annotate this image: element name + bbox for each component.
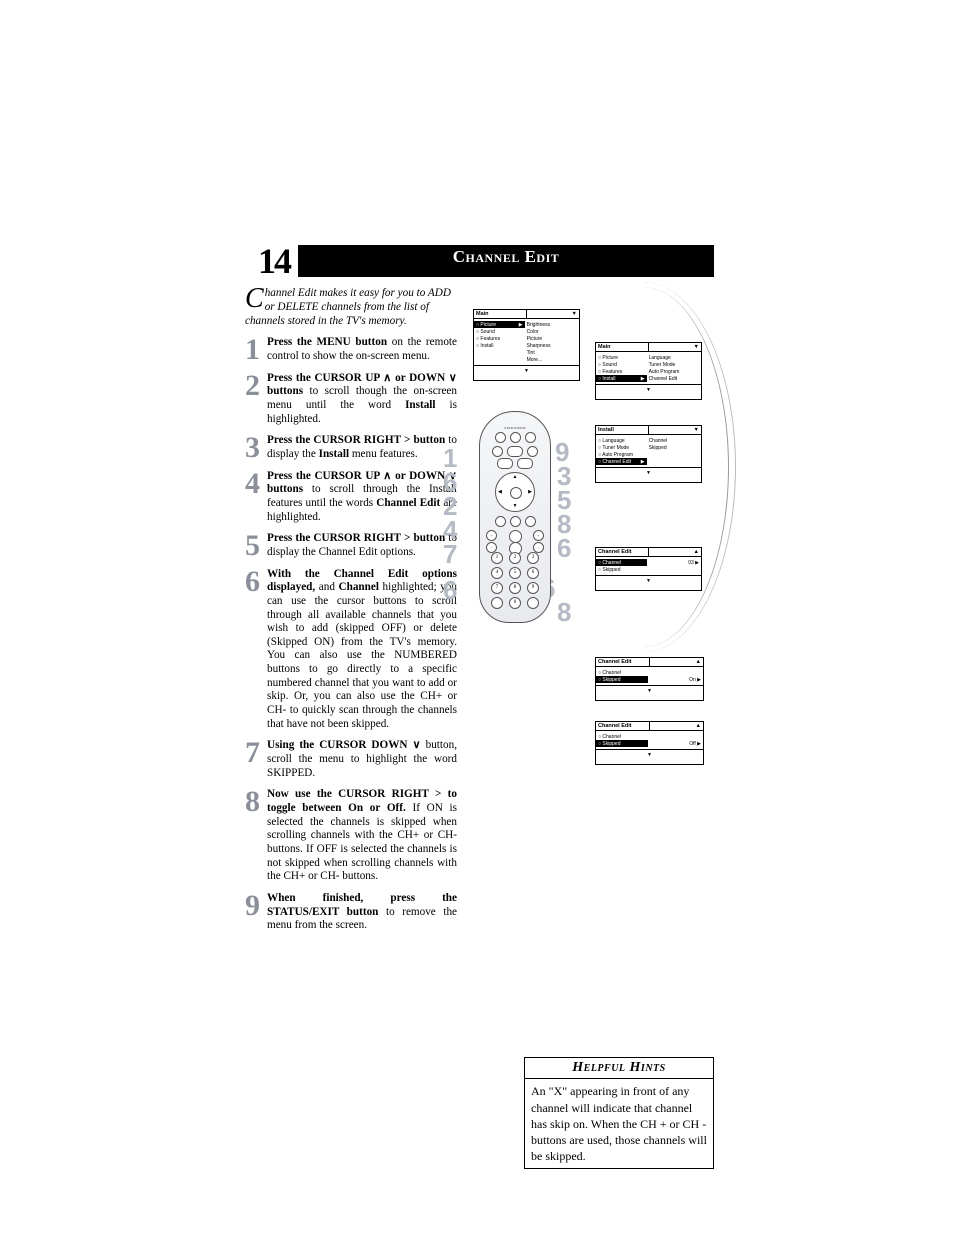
step-text: When finished, press the STATUS/EXIT but… — [267, 892, 457, 933]
intro-text: hannel Edit makes it easy for you to ADD… — [245, 287, 451, 326]
remote-numpad-btn: 2 — [509, 552, 521, 564]
step: 4 Press the CURSOR UP ∧ or DOWN ∨ button… — [245, 470, 457, 525]
remote-btn — [525, 432, 536, 443]
step-number: 2 — [245, 372, 267, 427]
remote-numpad-btn: 0 — [509, 597, 521, 609]
bg-number: 8 — [557, 599, 571, 625]
step-number: 5 — [245, 532, 267, 559]
remote-label-top: STATUS/EXIT — [480, 426, 550, 430]
remote-numpad: 123 456 7890 — [491, 552, 539, 612]
bg-number: 7 — [443, 541, 457, 567]
bg-number: 6 — [557, 535, 571, 561]
remote-numpad-btn: 9 — [527, 582, 539, 594]
step-number: 3 — [245, 434, 267, 461]
osd-menu-install-chedit: Install▼ ○ Language○ Tuner Mode○ Auto Pr… — [595, 425, 702, 483]
content-columns: Channel Edit makes it easy for you to AD… — [245, 287, 714, 941]
remote-dpad-ok — [510, 487, 522, 499]
osd-menu-chedit-channel: Channel Edit▲ ○ Channel○ Skipped03 ▶ ▼ — [595, 547, 702, 591]
step: 8 Now use the CURSOR RIGHT > to toggle b… — [245, 788, 457, 884]
remote-numpad-btn: 1 — [491, 552, 503, 564]
remote-body: STATUS/EXIT — [479, 411, 551, 623]
remote-numpad-btn: 3 — [527, 552, 539, 564]
step-number: 9 — [245, 892, 267, 933]
step-number: 1 — [245, 336, 267, 363]
remote-numpad-btn — [527, 597, 539, 609]
remote-btn — [507, 446, 523, 457]
remote-ch-up: + — [533, 530, 544, 541]
manual-page: 14 Channel Edit Channel Edit makes it ea… — [0, 0, 954, 1235]
step: 5 Press the CURSOR RIGHT > button to dis… — [245, 532, 457, 559]
illustration-column: Main▼ ○ Picture ▶○ Sound○ Features○ Inst… — [463, 287, 714, 941]
step-text: Press the CURSOR UP ∧ or DOWN ∨ buttons … — [267, 372, 457, 427]
remote-numpad-btn: 4 — [491, 567, 503, 579]
remote-btn — [527, 446, 538, 457]
intro-paragraph: Channel Edit makes it easy for you to AD… — [245, 287, 457, 328]
remote-btn — [492, 446, 503, 457]
bg-number: 6 — [443, 577, 457, 603]
step-number: 4 — [245, 470, 267, 525]
instructions-column: Channel Edit makes it easy for you to AD… — [245, 287, 457, 941]
remote-numpad-btn: 7 — [491, 582, 503, 594]
remote-numpad-btn: 8 — [509, 582, 521, 594]
remote-top-row — [480, 432, 550, 443]
dpad-left-icon: ◀ — [498, 489, 502, 495]
dpad-right-icon: ▶ — [528, 489, 532, 495]
header-block: 14 Channel Edit — [245, 245, 714, 277]
osd-menu-chedit-skip-on: Channel Edit▲ ○ Channel○ Skipped On ▶ ▼ — [595, 657, 704, 701]
remote-row-source — [480, 516, 550, 527]
helpful-hints-box: Helpful Hints An "X" appearing in front … — [524, 1057, 714, 1169]
step-text: Press the CURSOR RIGHT > button to displ… — [267, 434, 457, 461]
page-number: 14 — [245, 245, 292, 277]
step-text: Press the MENU button on the remote cont… — [267, 336, 457, 363]
step: 6 With the Channel Edit options displaye… — [245, 568, 457, 732]
step: 2 Press the CURSOR UP ∧ or DOWN ∨ button… — [245, 372, 457, 427]
step-text: Press the CURSOR UP ∧ or DOWN ∨ buttons … — [267, 470, 457, 525]
osd-menu-main-install: Main▼ ○ Picture○ Sound○ Features○ Instal… — [595, 342, 702, 400]
step-number: 6 — [245, 568, 267, 732]
remote-btn — [497, 458, 513, 469]
step-text: With the Channel Edit options displayed,… — [267, 568, 457, 732]
intro-dropcap: C — [245, 287, 265, 311]
remote-numpad-btn: 6 — [527, 567, 539, 579]
hints-body: An "X" appearing in front of any channel… — [524, 1079, 714, 1169]
osd-menu-main-picture: Main▼ ○ Picture ▶○ Sound○ Features○ Inst… — [473, 309, 580, 381]
dpad-up-icon: ▲ — [513, 475, 518, 480]
osd-menu-chedit-skip-off: Channel Edit▲ ○ Channel○ Skipped Off ▶ ▼ — [595, 721, 704, 765]
remote-dpad: ▲ ▼ ◀ ▶ — [495, 472, 535, 512]
step: 7 Using the CURSOR DOWN ∨ button, scroll… — [245, 739, 457, 780]
remote-btn — [510, 432, 521, 443]
steps-list: 1 Press the MENU button on the remote co… — [245, 336, 457, 933]
remote-vol-up: + — [486, 530, 497, 541]
hints-title: Helpful Hints — [524, 1057, 714, 1079]
page-title: Channel Edit — [298, 245, 714, 277]
remote-btn — [517, 458, 533, 469]
step: 3 Press the CURSOR RIGHT > button to dis… — [245, 434, 457, 461]
step-text: Using the CURSOR DOWN ∨ button, scroll t… — [267, 739, 457, 780]
remote-btn — [510, 516, 521, 527]
step-text: Press the CURSOR RIGHT > button to displ… — [267, 532, 457, 559]
step: 1 Press the MENU button on the remote co… — [245, 336, 457, 363]
step-number: 8 — [245, 788, 267, 884]
remote-btn — [525, 516, 536, 527]
dpad-down-icon: ▼ — [513, 504, 518, 509]
step-number: 7 — [245, 739, 267, 780]
remote-btn — [495, 516, 506, 527]
remote-illustration: 162476 249358668 STATUS/EXIT — [445, 407, 590, 657]
remote-row-2 — [480, 446, 550, 457]
remote-numpad-btn: 5 — [509, 567, 521, 579]
step: 9 When finished, press the STATUS/EXIT b… — [245, 892, 457, 933]
remote-btn — [495, 432, 506, 443]
step-text: Now use the CURSOR RIGHT > to toggle bet… — [267, 788, 457, 884]
remote-numpad-btn — [491, 597, 503, 609]
remote-row-3 — [480, 458, 550, 469]
